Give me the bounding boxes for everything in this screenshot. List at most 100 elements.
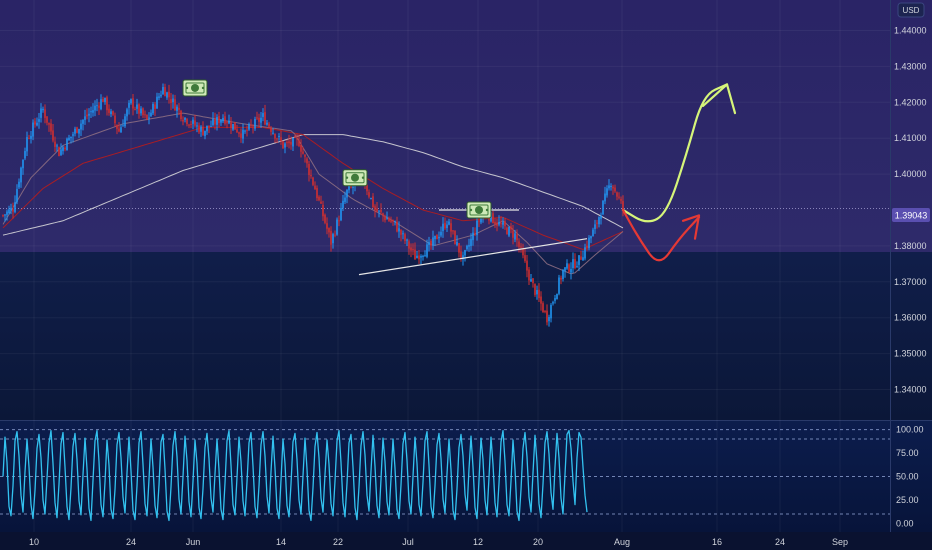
candle-body[interactable] xyxy=(448,221,450,225)
candle-body[interactable] xyxy=(530,279,532,282)
candle-body[interactable] xyxy=(206,125,208,132)
candle-body[interactable] xyxy=(598,217,600,225)
candle-body[interactable] xyxy=(478,220,480,222)
candle-body[interactable] xyxy=(468,245,470,247)
candle-body[interactable] xyxy=(58,147,60,157)
candle-body[interactable] xyxy=(436,234,438,240)
candle-body[interactable] xyxy=(250,124,252,126)
candle-body[interactable] xyxy=(474,233,476,235)
candle-body[interactable] xyxy=(46,116,48,123)
candle-body[interactable] xyxy=(232,123,234,130)
candle-body[interactable] xyxy=(492,213,494,224)
candle-body[interactable] xyxy=(570,268,572,273)
candle-body[interactable] xyxy=(534,284,536,295)
candle-body[interactable] xyxy=(264,112,266,125)
candle-body[interactable] xyxy=(132,98,134,109)
candle-body[interactable] xyxy=(582,257,584,261)
candle-body[interactable] xyxy=(48,122,50,125)
candle-body[interactable] xyxy=(268,123,270,127)
candle-body[interactable] xyxy=(532,278,534,284)
candle-body[interactable] xyxy=(120,127,122,133)
candle-body[interactable] xyxy=(40,108,42,118)
dollar-bill-icon[interactable] xyxy=(466,201,492,219)
candle-body[interactable] xyxy=(188,124,190,126)
candle-body[interactable] xyxy=(190,124,192,126)
candle-body[interactable] xyxy=(512,230,514,238)
candle-body[interactable] xyxy=(472,232,474,241)
candle-body[interactable] xyxy=(138,104,140,114)
candle-body[interactable] xyxy=(398,228,400,232)
candle-body[interactable] xyxy=(440,231,442,236)
candle-body[interactable] xyxy=(392,220,394,222)
candle-body[interactable] xyxy=(374,206,376,211)
candle-body[interactable] xyxy=(446,224,448,229)
candle-body[interactable] xyxy=(262,113,264,117)
candle-body[interactable] xyxy=(548,316,550,322)
candle-body[interactable] xyxy=(312,177,314,185)
candle-body[interactable] xyxy=(100,99,102,110)
candle-body[interactable] xyxy=(550,305,552,319)
candle-body[interactable] xyxy=(510,226,512,230)
candle-body[interactable] xyxy=(28,138,30,140)
candle-body[interactable] xyxy=(192,119,194,124)
candle-body[interactable] xyxy=(380,209,382,213)
currency-badge[interactable]: USD xyxy=(897,2,925,18)
candle-body[interactable] xyxy=(466,245,468,250)
candle-body[interactable] xyxy=(524,255,526,262)
candle-body[interactable] xyxy=(72,134,74,136)
candle-body[interactable] xyxy=(238,132,240,134)
candle-body[interactable] xyxy=(172,98,174,103)
candle-body[interactable] xyxy=(2,215,4,217)
candle-body[interactable] xyxy=(384,216,386,221)
candle-body[interactable] xyxy=(86,114,88,117)
candle-body[interactable] xyxy=(280,137,282,142)
candle-body[interactable] xyxy=(558,277,560,294)
candle-body[interactable] xyxy=(256,117,258,119)
candle-body[interactable] xyxy=(568,264,570,272)
candles[interactable] xyxy=(2,83,624,327)
candle-body[interactable] xyxy=(182,119,184,122)
candle-body[interactable] xyxy=(578,255,580,265)
candle-body[interactable] xyxy=(346,189,348,198)
candle-body[interactable] xyxy=(236,129,238,133)
candle-body[interactable] xyxy=(276,138,278,140)
candle-body[interactable] xyxy=(418,255,420,260)
drawings[interactable] xyxy=(182,79,737,276)
forecast-down-path[interactable] xyxy=(621,208,701,262)
candle-body[interactable] xyxy=(458,243,460,253)
candle-body[interactable] xyxy=(102,99,104,102)
candle-body[interactable] xyxy=(608,185,610,189)
candle-body[interactable] xyxy=(222,117,224,122)
candle-body[interactable] xyxy=(590,236,592,239)
candle-body[interactable] xyxy=(470,238,472,246)
candle-body[interactable] xyxy=(334,234,336,236)
candle-body[interactable] xyxy=(394,220,396,222)
candle-body[interactable] xyxy=(98,105,100,108)
candle-body[interactable] xyxy=(282,141,284,149)
candle-body[interactable] xyxy=(164,87,166,97)
candle-body[interactable] xyxy=(248,124,250,130)
candle-body[interactable] xyxy=(416,255,418,259)
candle-body[interactable] xyxy=(114,115,116,124)
candle-body[interactable] xyxy=(284,143,286,148)
candle-body[interactable] xyxy=(552,302,554,304)
candle-body[interactable] xyxy=(234,122,236,130)
candle-body[interactable] xyxy=(496,222,498,226)
candle-body[interactable] xyxy=(428,242,430,245)
candle-body[interactable] xyxy=(240,133,242,138)
candle-body[interactable] xyxy=(176,106,178,111)
candle-body[interactable] xyxy=(604,193,606,202)
candle-body[interactable] xyxy=(514,233,516,240)
candle-body[interactable] xyxy=(158,96,160,98)
candle-body[interactable] xyxy=(170,99,172,104)
candle-body[interactable] xyxy=(594,224,596,230)
candle-body[interactable] xyxy=(56,145,58,147)
candle-body[interactable] xyxy=(150,112,152,117)
candle-body[interactable] xyxy=(306,158,308,164)
candle-body[interactable] xyxy=(434,235,436,240)
candle-body[interactable] xyxy=(252,126,254,128)
candle-body[interactable] xyxy=(352,186,354,188)
candle-body[interactable] xyxy=(614,187,616,192)
candle-body[interactable] xyxy=(14,202,16,212)
